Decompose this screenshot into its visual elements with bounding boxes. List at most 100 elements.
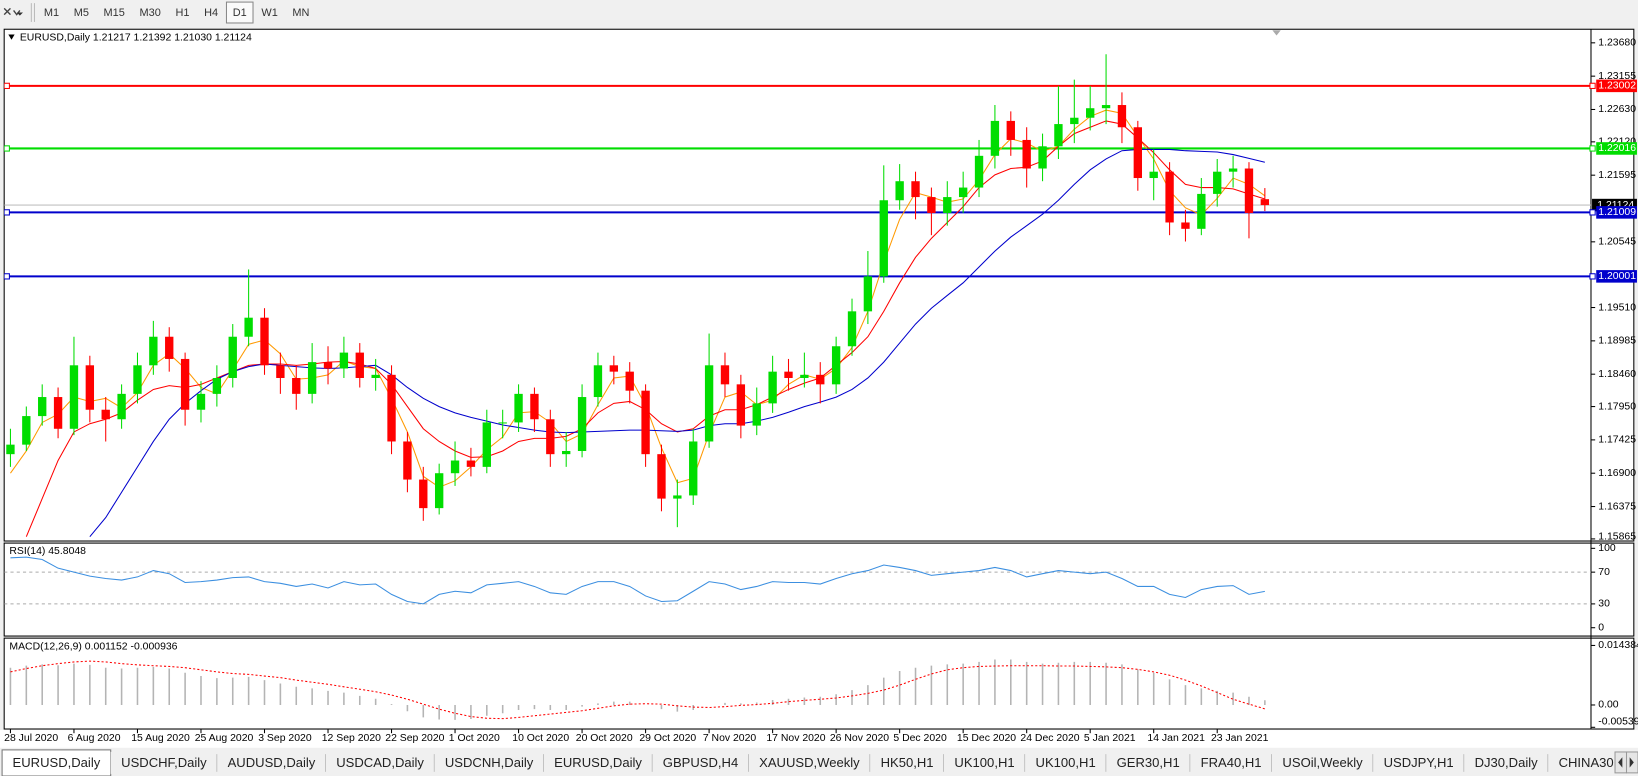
rsi-panel xyxy=(3,542,1635,637)
tab-label[interactable]: AUDUSD,Daily xyxy=(228,755,316,770)
tab-label[interactable]: USDCNH,Daily xyxy=(445,755,534,770)
candle-body xyxy=(530,393,539,420)
tool-icon[interactable] xyxy=(3,7,21,16)
level-handle[interactable] xyxy=(1589,145,1596,152)
tab[interactable] xyxy=(652,751,749,774)
tab-label[interactable]: GBPUSD,H4 xyxy=(663,755,738,770)
level-handle[interactable] xyxy=(4,82,10,89)
timeframe-label[interactable]: H4 xyxy=(204,7,218,19)
candle-body xyxy=(831,346,841,385)
macd-panel xyxy=(3,637,1635,730)
level-handle[interactable] xyxy=(4,273,10,280)
y-tick-label: 1.18460 xyxy=(1598,369,1636,380)
tab[interactable] xyxy=(217,751,326,774)
axes: 1.23680 1.23155 1.22630 1.22120 1.21595 1.205… xyxy=(4,38,1638,745)
candle-body xyxy=(212,377,222,394)
candle-body xyxy=(657,454,666,499)
tab[interactable] xyxy=(870,751,944,774)
y-tick-label: 100 xyxy=(1598,543,1616,554)
candle-body xyxy=(53,397,63,429)
candle-body xyxy=(292,377,301,394)
timeframe-label[interactable]: H1 xyxy=(175,7,189,19)
arrow-left xyxy=(1618,757,1623,768)
tab-label[interactable]: GER30,H1 xyxy=(1117,755,1180,770)
candle-body xyxy=(911,181,920,198)
tab-label[interactable]: HK50,H1 xyxy=(881,755,934,770)
candle-body xyxy=(1213,171,1222,194)
timeframe-label[interactable]: M15 xyxy=(104,7,125,19)
tab[interactable] xyxy=(434,751,544,774)
candle-body xyxy=(1006,120,1015,140)
macd-plot xyxy=(9,659,1266,720)
candle-body xyxy=(784,371,793,378)
tab-label[interactable]: CHINA300,H1 xyxy=(1559,755,1638,770)
candle-body xyxy=(704,365,714,442)
level-price-label: 1.21009 xyxy=(1598,207,1636,218)
tab-label[interactable]: USDCHF,Daily xyxy=(121,755,207,770)
tab-label[interactable]: EURUSD,Daily xyxy=(13,755,101,770)
tab[interactable] xyxy=(748,751,871,774)
main-panel xyxy=(3,28,1635,542)
candle-body xyxy=(625,371,634,391)
timeframe-label[interactable]: W1 xyxy=(261,7,277,19)
tab-label[interactable]: XAUUSD,Weekly xyxy=(759,755,860,770)
timeframe-label[interactable]: M5 xyxy=(74,7,89,19)
tab[interactable] xyxy=(543,751,653,774)
y-tick-label: 0.00 xyxy=(1598,700,1619,711)
timeframe-label[interactable]: M1 xyxy=(44,7,59,19)
toolbar-bg xyxy=(0,0,1638,26)
timeframe-button[interactable] xyxy=(225,1,254,24)
candle-body xyxy=(847,311,857,347)
candle-body xyxy=(927,197,936,213)
tab-label[interactable]: DJ30,Daily xyxy=(1475,755,1539,770)
level-handle[interactable] xyxy=(4,145,10,152)
y-tick-label: 1.18985 xyxy=(1598,336,1636,347)
title-arrow[interactable] xyxy=(8,34,15,40)
candle-body xyxy=(1101,105,1111,109)
tab-label[interactable]: FRA40,H1 xyxy=(1201,755,1262,770)
tab-label[interactable]: USDCAD,Daily xyxy=(336,755,424,770)
level-handle[interactable] xyxy=(1589,209,1596,216)
tab[interactable] xyxy=(110,751,218,774)
candle-body xyxy=(720,365,730,385)
x-tick-label: 10 Oct 2020 xyxy=(512,733,569,744)
chart-shift-marker[interactable] xyxy=(1272,30,1281,36)
tab[interactable] xyxy=(325,751,435,774)
candle-body xyxy=(38,397,47,417)
level-handle[interactable] xyxy=(1589,82,1596,89)
candle-body xyxy=(1070,117,1079,125)
candle-body xyxy=(1022,139,1031,169)
tab-label[interactable]: UK100,H1 xyxy=(1036,755,1096,770)
tab-label[interactable]: EURUSD,Daily xyxy=(554,755,642,770)
tab[interactable] xyxy=(1548,751,1638,774)
tab[interactable] xyxy=(1025,751,1107,774)
tab-label[interactable]: UK100,H1 xyxy=(954,755,1014,770)
x-tick-label: 1 Oct 2020 xyxy=(449,733,500,744)
level-handle[interactable] xyxy=(4,209,10,216)
tab[interactable] xyxy=(1,749,112,776)
candle-body xyxy=(1133,127,1143,179)
tab[interactable] xyxy=(1106,751,1191,774)
tab[interactable] xyxy=(1190,751,1272,774)
timeframe-label[interactable]: MN xyxy=(292,7,309,19)
level-handle[interactable] xyxy=(1589,273,1596,280)
candle-body xyxy=(990,120,1000,156)
candle-body xyxy=(260,317,269,366)
tab[interactable] xyxy=(943,751,1026,774)
candle-body xyxy=(419,479,428,509)
candle-body xyxy=(768,371,777,404)
tab[interactable] xyxy=(1373,751,1465,774)
x-tick-label: 14 Jan 2021 xyxy=(1147,733,1205,744)
rsi-label: RSI(14) 45.8048 xyxy=(9,546,86,557)
timeframe-label[interactable]: D1 xyxy=(233,7,247,19)
tab-label[interactable]: USOil,Weekly xyxy=(1282,755,1363,770)
candle-body xyxy=(133,365,142,394)
tab[interactable] xyxy=(1464,751,1549,774)
arrow-right xyxy=(1629,757,1634,768)
toolbar: M1 M5 M15 M30 H1 H4 D1 W1 MN xyxy=(0,0,1638,26)
tab[interactable] xyxy=(1271,751,1374,774)
tab-label[interactable]: USDJPY,H1 xyxy=(1384,755,1454,770)
dropdown-arrow[interactable] xyxy=(16,12,23,16)
x-tick-label: 28 Jul 2020 xyxy=(4,733,58,744)
timeframe-label[interactable]: M30 xyxy=(140,7,161,19)
